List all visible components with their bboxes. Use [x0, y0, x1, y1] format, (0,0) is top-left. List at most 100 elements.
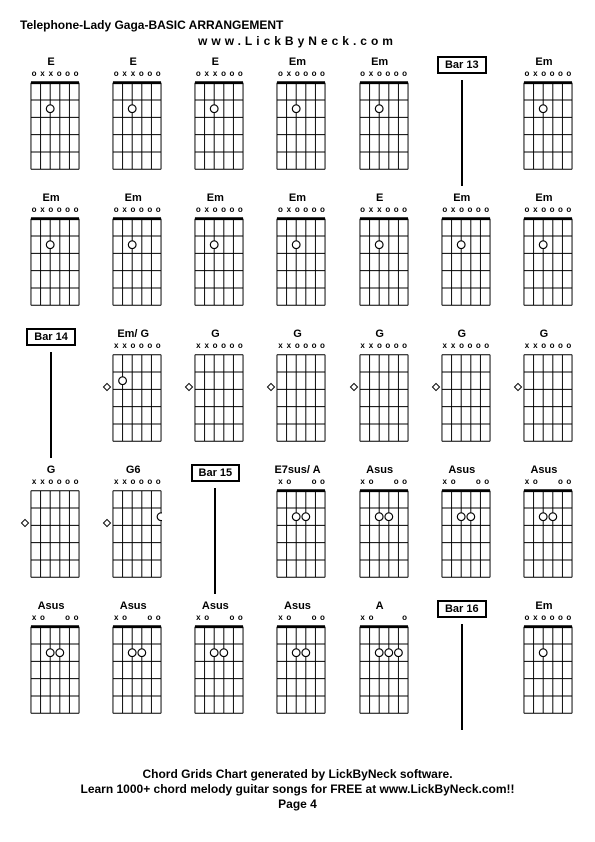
- string-marker: x: [121, 342, 129, 352]
- fret-position-marker: [268, 206, 274, 296]
- string-marker: o: [310, 614, 318, 624]
- fret-position-marker: [22, 70, 28, 160]
- fret-position-marker: [22, 478, 28, 568]
- string-marker: x: [47, 70, 55, 80]
- string-marker: o: [146, 342, 154, 352]
- string-marker: o: [228, 70, 236, 80]
- string-marker: o: [236, 206, 244, 216]
- chord-diagram: Axoo: [341, 600, 419, 730]
- string-marker: o: [293, 342, 301, 352]
- chord-diagram: Emoxoooo: [94, 192, 172, 322]
- string-markers: oxoooo: [441, 206, 491, 216]
- chord-name: G: [47, 464, 56, 478]
- string-markers: xooo: [276, 614, 326, 624]
- string-marker: o: [474, 206, 482, 216]
- fretboard: xxoooo: [441, 342, 491, 444]
- fretboard: oxoooo: [523, 614, 573, 716]
- string-marker: o: [565, 614, 573, 624]
- fret-position-marker: [186, 206, 192, 296]
- string-markers: xxoooo: [194, 342, 244, 352]
- fret-position-marker: [268, 342, 274, 432]
- fretboard: xooo: [359, 478, 409, 580]
- chord-grid: EoxxoooEoxxoooEoxxoooEmoxooooEmoxooooBar…: [12, 56, 583, 730]
- chord-name: G6: [126, 464, 141, 478]
- fret-position-marker: [515, 478, 521, 568]
- fret-position-marker: [433, 478, 439, 568]
- chord-diagram: Asusxooo: [258, 600, 336, 730]
- chord-name: Em: [453, 192, 470, 206]
- bar-line: [461, 624, 463, 730]
- string-marker: o: [474, 342, 482, 352]
- string-marker: o: [556, 478, 564, 488]
- chord-diagram: Asusxooo: [505, 464, 583, 594]
- string-markers: xxoooo: [359, 342, 409, 352]
- string-marker: o: [458, 342, 466, 352]
- string-marker: x: [285, 342, 293, 352]
- string-marker: o: [318, 206, 326, 216]
- string-marker: o: [30, 70, 38, 80]
- string-marker: o: [154, 206, 162, 216]
- string-markers: oxoooo: [276, 206, 326, 216]
- fret-position-marker: [104, 342, 110, 432]
- fretboard: xooo: [30, 614, 80, 716]
- fretboard: xoo: [359, 614, 409, 716]
- string-markers: xooo: [194, 614, 244, 624]
- string-markers: oxoooo: [523, 206, 573, 216]
- string-marker: x: [129, 70, 137, 80]
- string-marker: x: [30, 614, 38, 624]
- bar-line: [214, 488, 216, 594]
- string-marker: o: [302, 206, 310, 216]
- fret-position-marker: [186, 614, 192, 704]
- string-markers: xooo: [112, 614, 162, 624]
- string-marker: o: [285, 614, 293, 624]
- fretboard: oxxooo: [112, 70, 162, 172]
- chord-diagram: Emoxoooo: [341, 56, 419, 186]
- string-markers: oxxooo: [112, 70, 162, 80]
- chord-name: Asus: [120, 600, 147, 614]
- fretboard: oxoooo: [30, 206, 80, 308]
- page-footer: Chord Grids Chart generated by LickByNec…: [0, 766, 595, 812]
- fretboard: oxoooo: [194, 206, 244, 308]
- string-markers: oxoooo: [194, 206, 244, 216]
- fretboard: xxoooo: [276, 342, 326, 444]
- fretboard: oxoooo: [441, 206, 491, 308]
- fret-position-marker: [104, 70, 110, 160]
- string-marker: o: [236, 342, 244, 352]
- string-marker: x: [359, 614, 367, 624]
- string-marker: o: [375, 342, 383, 352]
- string-marker: o: [72, 70, 80, 80]
- chord-diagram: Eoxxooo: [341, 192, 419, 322]
- string-marker: o: [392, 206, 400, 216]
- string-marker: o: [38, 614, 46, 624]
- string-markers: xooo: [30, 614, 80, 624]
- bar-label: Bar 15: [191, 464, 241, 482]
- string-markers: oxxooo: [30, 70, 80, 80]
- string-marker: o: [129, 206, 137, 216]
- fretboard: oxxooo: [359, 206, 409, 308]
- chord-diagram: Gxxoooo: [341, 328, 419, 458]
- chord-diagram: Eoxxooo: [12, 56, 90, 186]
- fretboard: oxoooo: [276, 70, 326, 172]
- string-markers: xooo: [359, 478, 409, 488]
- chord-name: Em: [207, 192, 224, 206]
- string-marker: o: [556, 342, 564, 352]
- string-marker: x: [367, 342, 375, 352]
- string-marker: o: [310, 70, 318, 80]
- string-markers: xxoooo: [112, 342, 162, 352]
- string-marker: [375, 478, 383, 488]
- chord-diagram: Gxxoooo: [505, 328, 583, 458]
- string-markers: xxoooo: [441, 342, 491, 352]
- fretboard: oxoooo: [276, 206, 326, 308]
- string-marker: o: [474, 478, 482, 488]
- string-marker: o: [137, 478, 145, 488]
- string-marker: o: [154, 478, 162, 488]
- string-marker: [392, 614, 400, 624]
- string-marker: o: [211, 206, 219, 216]
- fret-position-marker: [22, 206, 28, 296]
- chord-diagram: E7sus/ Axooo: [258, 464, 336, 594]
- string-marker: o: [458, 206, 466, 216]
- string-marker: [302, 478, 310, 488]
- chord-diagram: Gxxoooo: [423, 328, 501, 458]
- string-marker: o: [112, 70, 120, 80]
- string-markers: oxxooo: [194, 70, 244, 80]
